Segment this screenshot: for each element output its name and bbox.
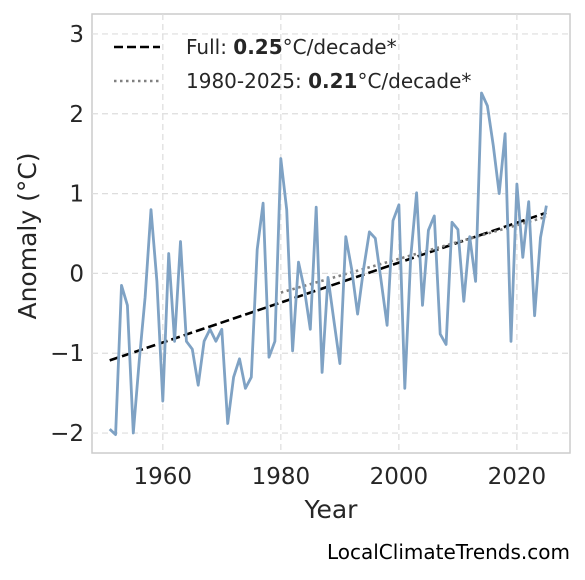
x-tick-label: 2020 — [488, 464, 547, 490]
y-tick-label: 0 — [69, 261, 84, 287]
y-tick-label: 2 — [69, 102, 84, 128]
y-axis-ticks: −2 −1 0 1 2 3 — [50, 22, 84, 447]
legend-recent-value: 0.21 — [308, 69, 357, 93]
legend-label-recent: 1980-2025: 0.21°C/decade* — [186, 69, 471, 93]
y-axis-label: Anomaly (°C) — [13, 152, 42, 319]
x-tick-label: 1980 — [252, 464, 311, 490]
legend-full-suffix: °C/decade* — [283, 35, 397, 59]
legend: Full: 0.25°C/decade* 1980-2025: 0.21°C/d… — [114, 35, 471, 93]
series — [108, 91, 548, 437]
x-tick-label: 2000 — [370, 464, 429, 490]
trend-line-full — [109, 211, 547, 362]
anomaly-series-line — [108, 91, 548, 437]
y-tick-label: −1 — [50, 341, 84, 367]
y-tick-label: −2 — [50, 421, 84, 447]
legend-full-prefix: Full: — [186, 35, 233, 59]
x-axis-ticks: 1960 1980 2000 2020 — [134, 464, 547, 490]
credit-text: LocalClimateTrends.com — [326, 540, 570, 564]
x-axis-label: Year — [304, 495, 359, 524]
legend-recent-prefix: 1980-2025: — [186, 69, 308, 93]
legend-label-full: Full: 0.25°C/decade* — [186, 35, 397, 59]
legend-full-value: 0.25 — [233, 35, 282, 59]
trend-lines — [109, 211, 547, 362]
legend-recent-suffix: °C/decade* — [357, 69, 471, 93]
y-tick-label: 3 — [69, 22, 84, 48]
trend-line-recent — [280, 215, 547, 294]
x-tick-label: 1960 — [134, 464, 193, 490]
y-tick-label: 1 — [69, 182, 84, 208]
